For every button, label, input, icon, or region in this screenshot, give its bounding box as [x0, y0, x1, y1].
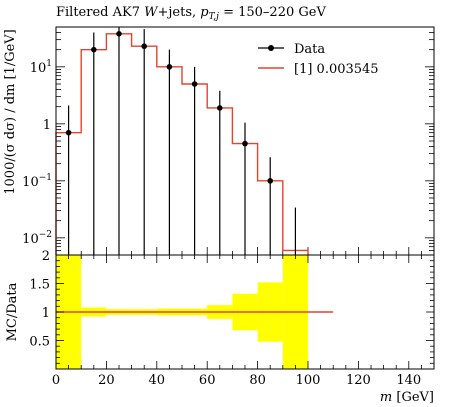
data-point: [116, 30, 122, 37]
main-y-axis-label: 1000/(σ dσ) / dm [1/GeV]: [3, 29, 18, 195]
ratio-panel: MC/Data 0.511.520 20 40 60 80 100 120 140 m [Ge…: [5, 249, 435, 405]
x-tick-label: 40: [149, 373, 166, 388]
x-tick-label: 140: [396, 373, 421, 388]
ratio-frame: [55, 254, 435, 370]
chart-title: Filtered AK7 W+jets, pT,j = 150–220 GeV: [56, 5, 326, 22]
data-point: [217, 105, 223, 111]
legend-data-marker: [268, 45, 274, 51]
data-point: [166, 64, 173, 70]
x-tick-label: 120: [346, 373, 371, 388]
data-point: [65, 129, 72, 136]
x-tick-label: 20: [98, 373, 115, 388]
data-point: [141, 43, 147, 50]
x-axis-label: m [GeV]: [380, 390, 434, 405]
main-y-tick-label: 1: [43, 118, 51, 133]
data-point: [242, 140, 248, 147]
ratio-y-tick-label: 1.5: [29, 278, 50, 293]
legend-data-label: Data: [294, 42, 325, 57]
x-tick-label: 100: [296, 373, 321, 388]
legend: Data [1] 0.003545: [258, 42, 379, 77]
data-point: [267, 178, 274, 184]
data-point: [191, 81, 198, 87]
main-y-tick-label: 10−2: [22, 230, 52, 247]
x-tick-label: 80: [249, 373, 266, 388]
x-tick-label: 60: [199, 373, 216, 388]
legend-mc-label: [1] 0.003545: [294, 62, 379, 77]
ratio-y-tick-label: 0.5: [29, 335, 50, 350]
ratio-y-tick-label: 2: [42, 249, 50, 264]
data-point: [91, 46, 97, 53]
ratio-y-axis-label: MC/Data: [5, 282, 20, 341]
main-panel: 1000/(σ dσ) / dm [1/GeV] 10−2 10−1 1 101 Da…: [3, 26, 435, 256]
x-tick-label: 0: [52, 373, 60, 388]
main-y-tick-label: 101: [30, 59, 52, 76]
main-y-tick-label: 10−1: [22, 173, 52, 190]
ratio-y-tick-label: 1: [42, 306, 50, 321]
